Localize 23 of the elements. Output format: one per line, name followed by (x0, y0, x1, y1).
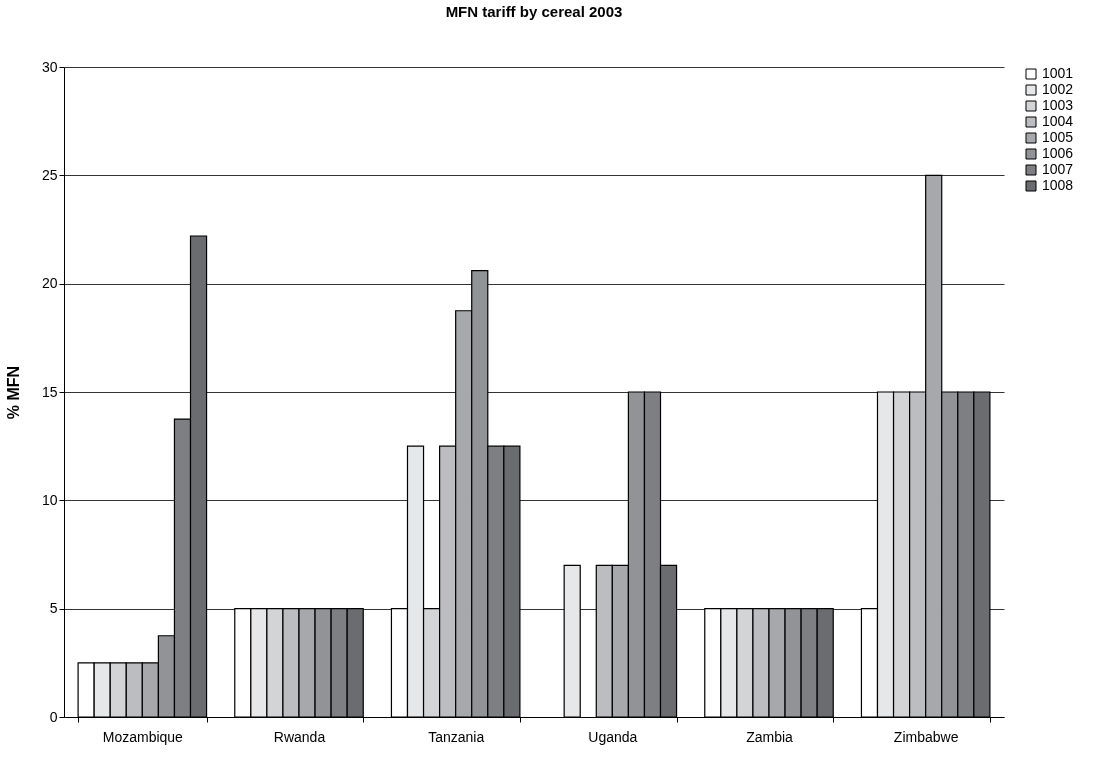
legend-label: 1001 (1042, 65, 1074, 81)
y-tick-label: 15 (41, 383, 58, 400)
y-tick-label: 30 (41, 58, 58, 75)
legend-label: 1002 (1042, 81, 1074, 97)
x-tick-label: Uganda (588, 728, 638, 745)
legend-label: 1007 (1042, 161, 1074, 177)
legend-label: 1003 (1042, 97, 1074, 113)
x-tick-label: Mozambique (102, 728, 184, 745)
y-tick-label: 10 (41, 491, 58, 508)
legend-label: 1006 (1042, 145, 1074, 161)
y-tick-label: 20 (41, 275, 58, 292)
legend-label: 1005 (1042, 129, 1074, 145)
legend-label: 1008 (1042, 177, 1074, 193)
x-tick-label: Rwanda (273, 728, 326, 745)
legend-label: 1004 (1042, 113, 1074, 129)
y-axis-title: % MFN (4, 365, 22, 420)
x-tick-label: Tanzania (428, 728, 485, 745)
y-tick-label: 5 (49, 600, 58, 617)
x-tick-label: Zimbabwe (893, 728, 959, 745)
y-tick-label: 25 (41, 166, 58, 183)
chart-title: MFN tariff by cereal 2003 (445, 3, 623, 20)
x-tick-label: Zambia (746, 728, 794, 745)
y-tick-label: 0 (49, 708, 58, 725)
